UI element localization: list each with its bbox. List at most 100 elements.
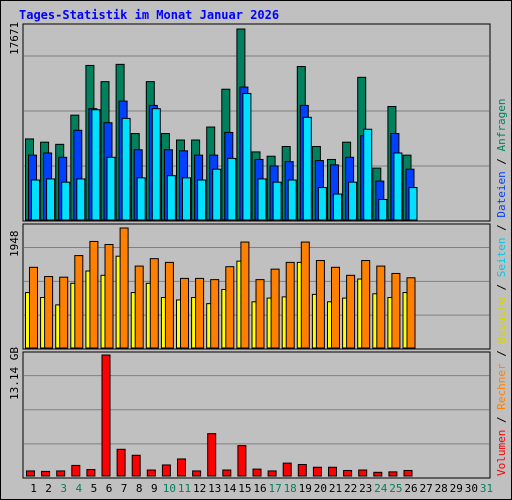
x-tick-label: 30 — [465, 482, 478, 495]
volumen-bar — [358, 469, 368, 477]
volumen-bar — [343, 469, 353, 477]
legend-volumen: Volumen — [495, 430, 508, 476]
seiten-bar — [106, 156, 116, 221]
seiten-bar — [31, 179, 40, 221]
rechner-bar — [134, 265, 144, 349]
x-tick-label: 13 — [208, 482, 221, 495]
x-tick-label: 9 — [151, 482, 158, 495]
seiten-bar — [393, 152, 403, 221]
rechner-bar — [195, 277, 205, 349]
x-tick-label: 19 — [299, 482, 312, 495]
volumen-bar — [328, 466, 337, 477]
seiten-bar — [257, 178, 267, 221]
rechner-bar — [406, 277, 416, 349]
legend-besuche: Besuche — [495, 297, 508, 343]
x-tick-label: 8 — [136, 482, 143, 495]
seiten-bar — [302, 116, 312, 221]
x-tick-label: 20 — [314, 482, 327, 495]
rechner-bar — [346, 274, 356, 349]
volumen-bar — [403, 469, 413, 477]
volumen-bar — [252, 468, 262, 477]
rechner-bar — [285, 261, 295, 349]
x-tick-label: 11 — [178, 482, 191, 495]
rechner-bar — [315, 260, 325, 349]
x-tick-label: 15 — [238, 482, 251, 495]
rechner-bar — [210, 279, 220, 349]
rechner-bar — [29, 266, 38, 349]
x-tick-label: 12 — [193, 482, 206, 495]
volumen-bar — [192, 470, 202, 477]
rechner-bar — [331, 266, 340, 349]
rechner-bar — [255, 279, 265, 349]
x-tick-label: 17 — [268, 482, 281, 495]
chart-bars — [25, 28, 418, 477]
seiten-bar — [348, 181, 358, 221]
seiten-bar — [46, 178, 56, 221]
x-tick-label: 2 — [45, 482, 52, 495]
x-tick-label: 5 — [91, 482, 98, 495]
rechner-bar — [119, 227, 129, 349]
panel-label-bottom: 13.14 GB — [8, 347, 21, 400]
volumen-bar — [388, 471, 398, 477]
x-tick-label: 16 — [253, 482, 266, 495]
volumen-bar — [161, 464, 171, 477]
x-tick-label: 24 — [374, 482, 388, 495]
rechner-bar — [361, 260, 371, 349]
volumen-bar — [177, 458, 186, 477]
panel-label-middle: 1948 — [8, 231, 21, 258]
chart-title: Tages-Statistik im Monat Januar 2026 — [19, 8, 280, 22]
rechner-bar — [270, 268, 280, 349]
rechner-bar — [391, 272, 401, 349]
seiten-bar — [91, 109, 101, 221]
volumen-bar — [267, 470, 277, 477]
rechner-bar — [89, 240, 99, 349]
volumen-bar — [297, 463, 307, 477]
legend-dateien: Dateien — [495, 171, 508, 217]
x-tick-label: 7 — [121, 482, 128, 495]
seiten-bar — [333, 193, 342, 221]
seiten-bar — [378, 198, 388, 221]
rechner-bar — [104, 244, 114, 349]
seiten-bar — [363, 128, 373, 221]
volumen-bar — [26, 470, 35, 477]
rechner-bar — [300, 241, 310, 349]
x-tick-label: 6 — [106, 482, 113, 495]
seiten-bar — [272, 181, 282, 221]
x-tick-label: 1 — [30, 482, 37, 495]
volumen-bar — [116, 448, 126, 477]
x-tick-label: 27 — [419, 482, 432, 495]
seiten-bar — [121, 117, 131, 221]
x-tick-label: 25 — [389, 482, 402, 495]
x-tick-label: 3 — [60, 482, 67, 495]
seiten-bar — [76, 178, 86, 221]
rechner-bar — [376, 265, 386, 349]
volumen-bar — [101, 354, 111, 477]
x-tick-label: 10 — [163, 482, 176, 495]
rechner-bar — [74, 255, 84, 349]
seiten-bar — [287, 179, 297, 221]
seiten-bar — [182, 177, 191, 221]
rechner-bar — [59, 276, 69, 349]
volumen-bar — [312, 466, 322, 477]
legend-seiten: Seiten — [495, 238, 508, 278]
rechner-bar — [44, 276, 54, 349]
volumen-bar — [56, 470, 66, 477]
seiten-bar — [197, 179, 207, 221]
x-tick-label: 18 — [284, 482, 297, 495]
x-axis-labels: 1 2 3 4 5 6 7 8 9 10 11 12 13 14 15 16 17 18 19 20 21 22 23 24 2… — [30, 482, 493, 495]
seiten-bar — [408, 187, 418, 221]
legend-rechner: Rechner — [495, 363, 508, 410]
rechner-bar — [149, 258, 159, 349]
volumen-bar — [222, 469, 232, 477]
seiten-bar — [166, 175, 176, 221]
seiten-bar — [61, 181, 71, 221]
volumen-bar — [237, 445, 247, 477]
x-tick-label: 29 — [450, 482, 463, 495]
x-tick-label: 28 — [435, 482, 448, 495]
seiten-bar — [136, 177, 146, 221]
legend: Volumen / Rechner / Besuche / Seiten / D… — [495, 98, 508, 476]
panel-label-top: 17671 — [8, 22, 21, 55]
volumen-bar — [41, 470, 51, 477]
x-tick-label: 22 — [344, 482, 357, 495]
